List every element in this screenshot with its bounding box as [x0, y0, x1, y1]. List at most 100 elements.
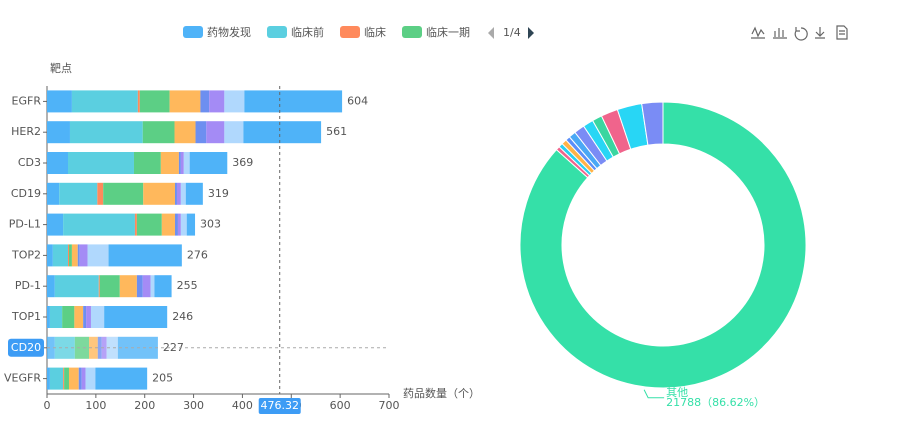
- legend-next: [528, 27, 534, 39]
- bar-segment: [177, 213, 181, 236]
- bar-segment: [160, 152, 179, 174]
- total-label: 319: [208, 187, 229, 200]
- bar-segment: [68, 244, 69, 267]
- slice-label: 其他: [666, 386, 688, 399]
- bar-segment: [47, 152, 69, 174]
- bar-segment: [77, 244, 80, 267]
- y-tick-label: EGFR: [12, 94, 42, 107]
- pie-slice: [641, 101, 664, 146]
- bar-segment: [101, 336, 107, 359]
- y-tick-label: VEGFR: [4, 372, 41, 385]
- bar-segment: [71, 90, 138, 113]
- bar-segment: [78, 367, 82, 390]
- bar-segment: [243, 121, 322, 144]
- bar-segment: [74, 306, 84, 328]
- bar-segment: [47, 367, 50, 390]
- x-axis-title: 药品数量（个）: [403, 387, 480, 400]
- total-label: 205: [152, 372, 173, 385]
- restore-icon[interactable]: [794, 27, 808, 41]
- x-tick-label: 700: [379, 399, 400, 412]
- bar-segment: [69, 121, 143, 144]
- bar-segment: [136, 275, 143, 298]
- total-label: 255: [177, 279, 198, 292]
- total-label: 303: [200, 218, 221, 231]
- bar-segment: [142, 121, 175, 144]
- bar-segment: [139, 90, 170, 113]
- bar-segment: [176, 182, 181, 205]
- bar-segment: [54, 336, 75, 359]
- x-tick-label: 0: [44, 399, 51, 412]
- total-label: 561: [326, 125, 347, 138]
- x-tick-label: 600: [330, 399, 351, 412]
- bar-segment: [68, 367, 79, 390]
- bar-segment: [108, 244, 182, 267]
- bar-segment: [68, 152, 134, 174]
- bar-segment: [143, 182, 176, 205]
- bar-segment: [183, 152, 190, 174]
- bar-segment: [169, 90, 201, 113]
- bar-segment: [86, 306, 91, 328]
- pointer-label-bg: [8, 338, 44, 357]
- bar-segment: [180, 182, 186, 205]
- bar-segment: [89, 336, 98, 359]
- y-tick-label: CD19: [11, 187, 41, 200]
- bar-segment: [154, 275, 172, 298]
- bar-segment: [47, 182, 60, 205]
- bar-segment: [95, 367, 148, 390]
- bar-segment: [206, 121, 225, 144]
- bar-segment: [224, 90, 245, 113]
- legend-label: 药物发现: [207, 25, 251, 39]
- x-tick-label: 400: [232, 399, 253, 412]
- legend-label: 临床前: [291, 25, 324, 39]
- legend-swatch: [267, 26, 287, 38]
- legend-prev: [488, 27, 494, 39]
- bar-segment: [180, 213, 187, 236]
- bar-segment: [59, 182, 98, 205]
- x-tick-label: 300: [183, 399, 204, 412]
- bar-icon[interactable]: [773, 28, 787, 39]
- bar-segment: [97, 336, 102, 359]
- bar-segment: [64, 367, 69, 390]
- data-icon[interactable]: [836, 25, 848, 40]
- bar-segment: [49, 367, 64, 390]
- download-icon[interactable]: [815, 27, 825, 39]
- bar-segment: [180, 152, 184, 174]
- bar-segment: [178, 152, 181, 174]
- y-axis-title: 靶点: [50, 62, 72, 75]
- total-label: 276: [187, 248, 208, 261]
- bar-segment: [186, 213, 196, 236]
- total-label: 604: [347, 94, 368, 107]
- bar-segment: [175, 213, 178, 236]
- bar-segment: [47, 90, 72, 113]
- bar-segment: [47, 244, 53, 267]
- bar-segment: [47, 121, 70, 144]
- bar-segment: [104, 306, 168, 328]
- toolbar[interactable]: [751, 25, 848, 41]
- bar-segment: [106, 336, 118, 359]
- bar-segment: [161, 213, 176, 236]
- bar-segment: [47, 336, 55, 359]
- bar-segment: [49, 306, 63, 328]
- bar-segment: [119, 275, 137, 298]
- bar-segment: [52, 244, 69, 267]
- bar-segment: [71, 244, 78, 267]
- bar-segment: [200, 90, 210, 113]
- bar-segment: [195, 121, 207, 144]
- bar-segment: [97, 182, 104, 205]
- x-tick-label: 100: [85, 399, 106, 412]
- bar-segment: [142, 275, 151, 298]
- bar-segment: [85, 367, 96, 390]
- legend-swatch: [340, 26, 360, 38]
- bar-segment: [185, 182, 203, 205]
- bar-segment: [79, 244, 88, 267]
- bar-segment: [47, 213, 64, 236]
- line-icon[interactable]: [751, 26, 765, 39]
- legend-label: 临床一期: [426, 25, 470, 39]
- bar-segment: [224, 121, 244, 144]
- bar-segment: [174, 121, 196, 144]
- bar-segment: [189, 152, 228, 174]
- pointer-label: 476.32: [260, 399, 299, 412]
- y-tick-label: CD3: [18, 156, 41, 169]
- bar-segment: [134, 213, 137, 236]
